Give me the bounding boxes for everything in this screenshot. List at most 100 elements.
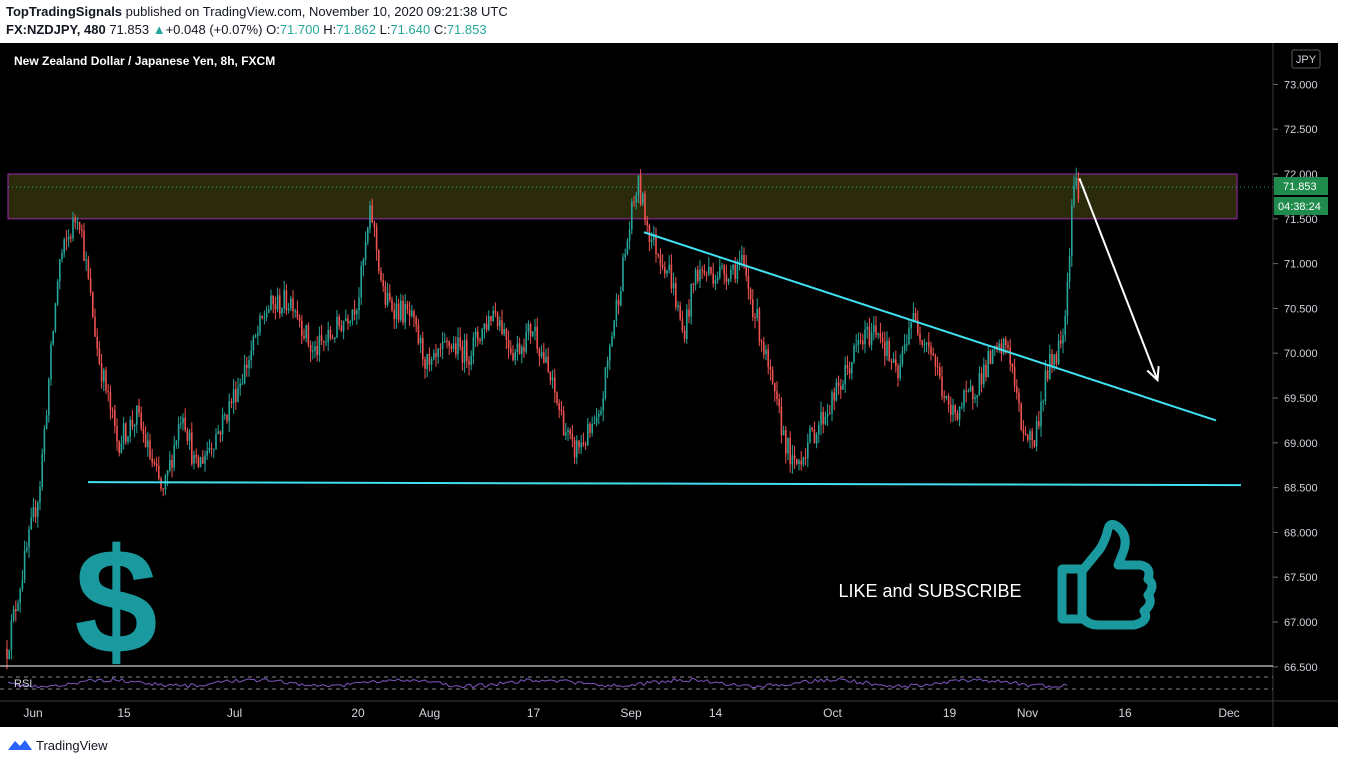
candle-up — [708, 267, 710, 275]
candle-down — [582, 442, 585, 445]
candle-up — [1035, 421, 1038, 447]
price-tick-label: 66.500 — [1284, 662, 1318, 674]
candle-down — [683, 330, 686, 340]
candle-down — [848, 368, 851, 374]
candle-up — [961, 406, 963, 408]
candle-down — [1020, 403, 1022, 430]
candle-up — [532, 331, 534, 336]
candle-up — [45, 415, 48, 429]
candle-down — [538, 348, 541, 357]
candle-up — [600, 410, 602, 415]
candle-up — [591, 423, 593, 433]
candle-up — [925, 342, 928, 344]
candle-down — [428, 353, 431, 365]
candle-down — [617, 299, 620, 306]
change-triangle-icon: ▲ — [152, 22, 166, 37]
candle-down — [956, 413, 959, 420]
candle-up — [61, 253, 63, 260]
candle-up — [815, 433, 818, 444]
publish-line: TopTradingSignals published on TradingVi… — [6, 4, 508, 19]
descending-trendline — [643, 231, 1217, 422]
candle-up — [411, 311, 413, 316]
candle-up — [8, 649, 10, 660]
candle-up — [483, 323, 486, 330]
candle-down — [571, 434, 574, 441]
candle-up — [54, 303, 57, 332]
candle-down — [703, 270, 706, 274]
candle-down — [934, 355, 937, 367]
candle-down — [81, 229, 83, 231]
candle-down — [461, 346, 464, 363]
candle-down — [888, 340, 890, 362]
candle-down — [303, 335, 305, 339]
rsi-label[interactable]: RSI — [14, 678, 32, 690]
candle-down — [529, 323, 532, 336]
candle-up — [349, 320, 351, 324]
candle-down — [1018, 392, 1020, 404]
candle-down — [316, 346, 318, 355]
candle-down — [65, 239, 68, 241]
candle-down — [191, 432, 193, 464]
candle-down — [556, 392, 558, 404]
chart-panel[interactable]: New Zealand Dollar / Japanese Yen, 8h, F… — [0, 43, 1338, 727]
candle-up — [243, 364, 246, 384]
candle-up — [369, 205, 371, 229]
candle-down — [1031, 431, 1033, 441]
candle-down — [375, 227, 378, 251]
candle-down — [455, 343, 457, 355]
candle-down — [800, 460, 802, 465]
candle-down — [657, 253, 659, 255]
countdown-label: 04:38:24 — [1278, 201, 1321, 213]
time-tick-label: 17 — [527, 706, 541, 720]
candle-down — [879, 333, 882, 338]
candle-down — [329, 329, 332, 339]
candle-up — [587, 424, 589, 445]
candle-down — [859, 340, 862, 342]
candle-down — [89, 278, 92, 293]
candle-down — [1007, 344, 1009, 348]
candle-up — [336, 316, 338, 338]
candle-down — [562, 411, 565, 436]
candle-up — [831, 392, 833, 414]
candle-down — [965, 390, 967, 392]
candle-up — [727, 278, 730, 282]
candle-up — [26, 547, 28, 551]
close-label: C: — [433, 22, 447, 37]
candle-down — [246, 364, 248, 369]
candle-down — [382, 280, 384, 287]
candle-down — [153, 462, 156, 464]
candle-up — [983, 364, 985, 385]
candle-up — [620, 291, 622, 306]
candle-up — [103, 370, 105, 382]
candle-down — [930, 346, 932, 354]
candle-up — [820, 412, 822, 426]
candle-down — [505, 328, 508, 340]
candle-down — [151, 458, 153, 463]
candle-down — [932, 353, 934, 356]
candle-down — [914, 312, 917, 321]
candle-up — [694, 269, 697, 285]
candle-up — [958, 406, 961, 420]
candle-up — [1042, 401, 1044, 403]
candle-down — [1060, 340, 1062, 344]
candle-down — [752, 299, 754, 318]
publisher-name[interactable]: TopTradingSignals — [6, 4, 123, 19]
candle-down — [384, 286, 387, 305]
candle-down — [226, 414, 228, 422]
candle-up — [463, 339, 466, 363]
candle-up — [877, 333, 879, 335]
candle-down — [980, 373, 983, 385]
candle-up — [732, 264, 734, 270]
candle-up — [342, 321, 345, 332]
candle-down — [496, 313, 499, 327]
candle-up — [270, 295, 272, 310]
candle-up — [765, 349, 767, 355]
thumbs-up-icon — [1057, 519, 1157, 630]
currency-label[interactable]: JPY — [1296, 54, 1317, 66]
currency-box[interactable] — [1291, 49, 1321, 69]
candle-up — [224, 414, 226, 416]
tradingview-footer[interactable]: TradingView — [8, 735, 108, 755]
candle-down — [1051, 353, 1053, 366]
price-chart[interactable]: New Zealand Dollar / Japanese Yen, 8h, F… — [0, 43, 1338, 727]
candle-up — [59, 259, 61, 282]
